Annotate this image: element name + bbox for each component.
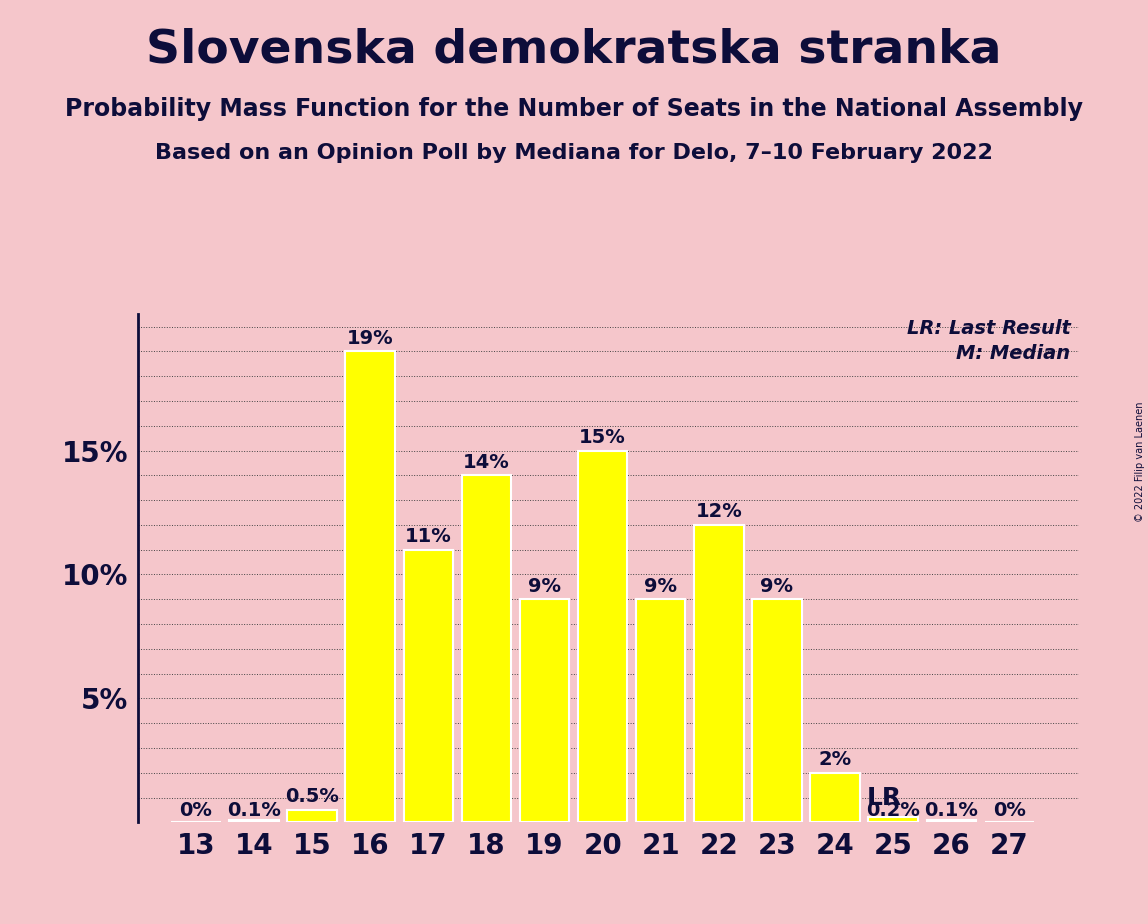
Bar [752, 600, 801, 822]
Text: 0.5%: 0.5% [285, 787, 339, 807]
Text: 14%: 14% [463, 453, 510, 471]
Text: 9%: 9% [528, 577, 561, 596]
Bar [926, 820, 976, 822]
Bar [577, 451, 627, 822]
Text: M: M [528, 701, 561, 735]
Text: Based on an Opinion Poll by Mediana for Delo, 7–10 February 2022: Based on an Opinion Poll by Mediana for … [155, 143, 993, 164]
Text: 0.1%: 0.1% [227, 801, 281, 821]
Text: 9%: 9% [644, 577, 677, 596]
Bar [404, 550, 453, 822]
Bar [520, 600, 569, 822]
Text: 0%: 0% [179, 801, 212, 821]
Bar [346, 351, 395, 822]
Text: Slovenska demokratska stranka: Slovenska demokratska stranka [146, 28, 1002, 73]
Text: 0%: 0% [993, 801, 1026, 821]
Text: M: Median: M: Median [956, 344, 1070, 363]
Text: Probability Mass Function for the Number of Seats in the National Assembly: Probability Mass Function for the Number… [65, 97, 1083, 121]
Text: 9%: 9% [760, 577, 793, 596]
Bar [695, 525, 744, 822]
Text: 15%: 15% [580, 428, 626, 447]
Text: LR: Last Result: LR: Last Result [907, 319, 1070, 338]
Bar [230, 820, 279, 822]
Text: © 2022 Filip van Laenen: © 2022 Filip van Laenen [1135, 402, 1145, 522]
Bar [810, 772, 860, 822]
Text: 0.1%: 0.1% [924, 801, 978, 821]
Bar [869, 818, 918, 822]
Bar [461, 475, 511, 822]
Text: 0.2%: 0.2% [867, 801, 920, 821]
Text: 19%: 19% [347, 329, 394, 347]
Bar [287, 810, 336, 822]
Text: 2%: 2% [819, 750, 852, 769]
Text: LR: LR [867, 785, 902, 809]
Bar [636, 600, 685, 822]
Text: 11%: 11% [405, 527, 451, 546]
Text: 12%: 12% [696, 502, 743, 521]
